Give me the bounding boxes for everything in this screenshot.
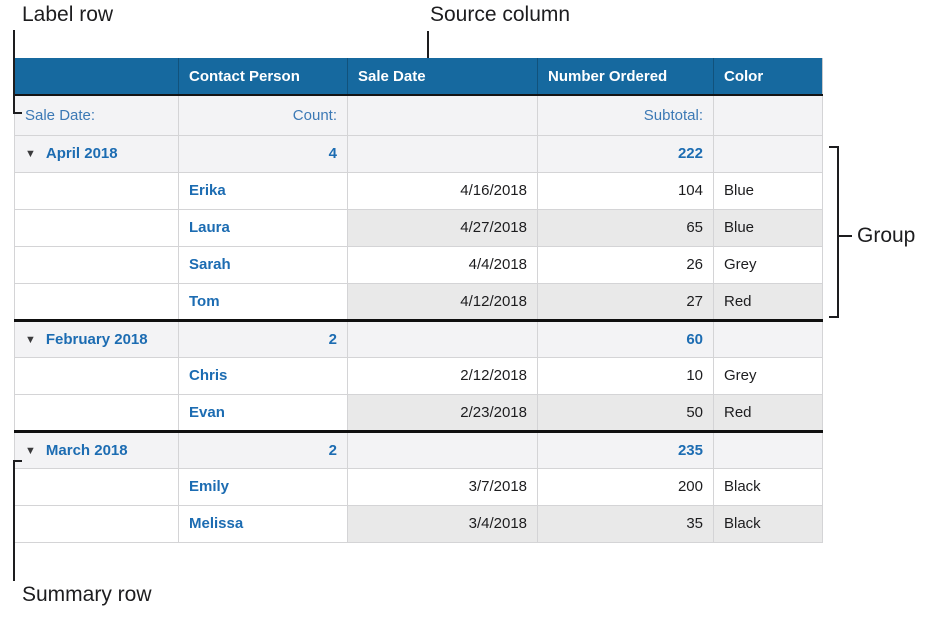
annotation-label-row: Label row <box>22 3 114 26</box>
cell-empty[interactable] <box>713 319 823 358</box>
header-cell-blank[interactable] <box>14 58 179 96</box>
group-bracket-connector <box>839 235 852 237</box>
group-name-label: April 2018 <box>45 145 118 162</box>
cell-number-ordered[interactable]: 65 <box>537 208 714 247</box>
group-bracket-bottom-tick <box>829 316 837 318</box>
cell-contact-person[interactable]: Sarah <box>178 245 348 284</box>
cell-number-ordered[interactable]: 200 <box>537 467 714 506</box>
cell-empty[interactable] <box>713 430 823 469</box>
cell-number-ordered[interactable]: 10 <box>537 356 714 395</box>
cell-group-name[interactable]: ▼ April 2018 <box>14 134 179 173</box>
cell-group-spacer[interactable] <box>14 208 179 247</box>
summary-row-callout-line <box>13 460 15 581</box>
cell-contact-person[interactable]: Chris <box>178 356 348 395</box>
cell-group-subtotal[interactable]: 235 <box>537 430 714 469</box>
cell-group-spacer[interactable] <box>14 393 179 433</box>
summary-row-callout-tick <box>13 460 22 462</box>
table-row: Sarah 4/4/2018 26 Grey <box>14 245 823 284</box>
cell-group-name[interactable]: ▼ February 2018 <box>14 319 179 358</box>
cell-group-subtotal[interactable]: 222 <box>537 134 714 173</box>
cell-contact-person[interactable]: Emily <box>178 467 348 506</box>
table-row: Chris 2/12/2018 10 Grey <box>14 356 823 395</box>
cell-color[interactable]: Black <box>713 467 823 506</box>
cell-number-ordered[interactable]: 26 <box>537 245 714 284</box>
summary-row-march: ▼ March 2018 2 235 <box>14 430 823 469</box>
cell-color[interactable]: Grey <box>713 245 823 284</box>
cell-group-spacer[interactable] <box>14 356 179 395</box>
group-bracket-line <box>837 146 839 318</box>
label-row: Sale Date: Count: Subtotal: <box>14 94 823 136</box>
cell-color[interactable]: Black <box>713 504 823 543</box>
cell-group-spacer[interactable] <box>14 245 179 284</box>
cell-count-label[interactable]: Count: <box>178 94 348 136</box>
group-bracket-top-tick <box>829 146 837 148</box>
annotation-source-column: Source column <box>430 3 571 26</box>
cell-sale-date[interactable]: 2/12/2018 <box>347 356 538 395</box>
cell-empty[interactable] <box>347 94 538 136</box>
cell-number-ordered[interactable]: 104 <box>537 171 714 210</box>
source-column-callout-line <box>427 31 429 58</box>
cell-subtotal-label[interactable]: Subtotal: <box>537 94 714 136</box>
cell-contact-person[interactable]: Melissa <box>178 504 348 543</box>
cell-group-spacer[interactable] <box>14 504 179 543</box>
cell-group-count[interactable]: 2 <box>178 430 348 469</box>
cell-group-spacer[interactable] <box>14 282 179 322</box>
cell-source-label[interactable]: Sale Date: <box>14 94 179 136</box>
table-row: Emily 3/7/2018 200 Black <box>14 467 823 506</box>
cell-sale-date[interactable]: 4/27/2018 <box>347 208 538 247</box>
cell-group-spacer[interactable] <box>14 171 179 210</box>
cell-color[interactable]: Red <box>713 393 823 433</box>
group-name-label: March 2018 <box>45 441 128 459</box>
cell-group-count[interactable]: 4 <box>178 134 348 173</box>
summary-row-february: ▼ February 2018 2 60 <box>14 319 823 358</box>
header-cell-contact-person[interactable]: Contact Person <box>178 58 348 96</box>
annotation-summary-row: Summary row <box>22 583 152 606</box>
summary-row-april: ▼ April 2018 4 222 <box>14 134 823 173</box>
label-row-callout-tick <box>13 112 22 114</box>
cell-color[interactable]: Red <box>713 282 823 322</box>
cell-color[interactable]: Blue <box>713 171 823 210</box>
annotation-group: Group <box>857 224 916 247</box>
cell-empty[interactable] <box>347 430 538 469</box>
cell-sale-date[interactable]: 4/12/2018 <box>347 282 538 322</box>
group-name-label: February 2018 <box>45 330 148 348</box>
cell-number-ordered[interactable]: 35 <box>537 504 714 543</box>
table-row: Laura 4/27/2018 65 Blue <box>14 208 823 247</box>
table-header-row: Contact Person Sale Date Number Ordered … <box>14 58 823 96</box>
cell-group-name[interactable]: ▼ March 2018 <box>14 430 179 469</box>
cell-contact-person[interactable]: Evan <box>178 393 348 433</box>
cell-sale-date[interactable]: 4/16/2018 <box>347 171 538 210</box>
cell-empty[interactable] <box>347 319 538 358</box>
cell-sale-date[interactable]: 3/7/2018 <box>347 467 538 506</box>
cell-group-spacer[interactable] <box>14 467 179 506</box>
cell-contact-person[interactable]: Tom <box>178 282 348 322</box>
cell-contact-person[interactable]: Erika <box>178 171 348 210</box>
table-row: Evan 2/23/2018 50 Red <box>14 393 823 433</box>
disclosure-triangle-icon[interactable]: ▼ <box>25 148 36 160</box>
cell-sale-date[interactable]: 2/23/2018 <box>347 393 538 433</box>
header-cell-number-ordered[interactable]: Number Ordered <box>537 58 714 96</box>
categorized-table: Contact Person Sale Date Number Ordered … <box>14 58 823 543</box>
cell-group-count[interactable]: 2 <box>178 319 348 358</box>
table-row: Tom 4/12/2018 27 Red <box>14 282 823 322</box>
cell-color[interactable]: Blue <box>713 208 823 247</box>
cell-number-ordered[interactable]: 27 <box>537 282 714 322</box>
cell-empty[interactable] <box>713 134 823 173</box>
header-cell-sale-date[interactable]: Sale Date <box>347 58 538 96</box>
disclosure-triangle-icon[interactable]: ▼ <box>25 333 36 346</box>
header-cell-color[interactable]: Color <box>713 58 823 96</box>
cell-sale-date[interactable]: 3/4/2018 <box>347 504 538 543</box>
cell-contact-person[interactable]: Laura <box>178 208 348 247</box>
cell-empty[interactable] <box>347 134 538 173</box>
cell-empty[interactable] <box>713 94 823 136</box>
cell-color[interactable]: Grey <box>713 356 823 395</box>
table-row: Melissa 3/4/2018 35 Black <box>14 504 823 543</box>
table-row: Erika 4/16/2018 104 Blue <box>14 171 823 210</box>
cell-group-subtotal[interactable]: 60 <box>537 319 714 358</box>
label-row-callout-line <box>13 30 15 114</box>
cell-number-ordered[interactable]: 50 <box>537 393 714 433</box>
disclosure-triangle-icon[interactable]: ▼ <box>25 444 36 457</box>
cell-sale-date[interactable]: 4/4/2018 <box>347 245 538 284</box>
